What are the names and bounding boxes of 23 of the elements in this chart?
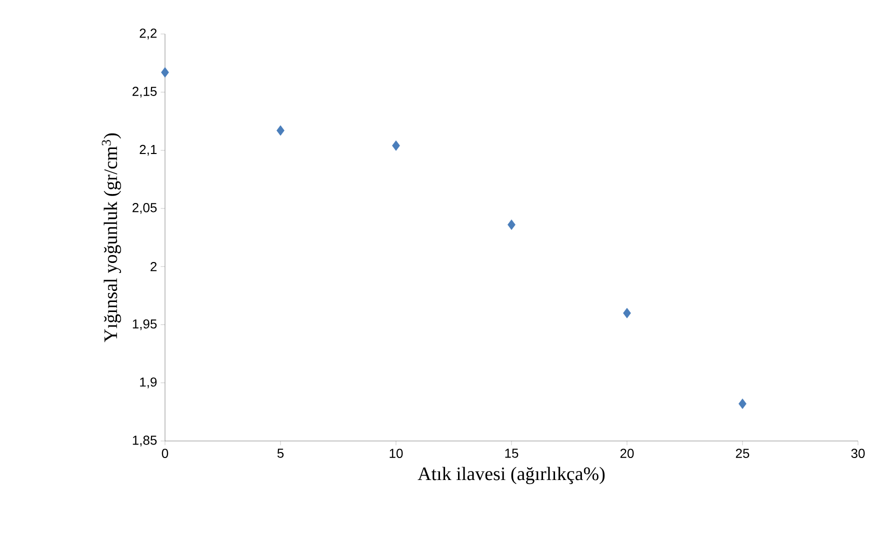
x-tick-label: 5 (277, 448, 284, 458)
point (161, 67, 169, 78)
x-tick-label: 30 (851, 448, 865, 458)
x-axis-title: Atık ilavesi (ağırlıkça%) (418, 466, 605, 484)
y-tick-label: 2 (150, 262, 157, 272)
x-tick-label: 25 (736, 448, 750, 458)
x-tick-label: 10 (390, 448, 403, 458)
y-axis-title: Yığınsal yoğunluk (gr/cm$^{3}$) (102, 133, 122, 342)
point (508, 220, 516, 230)
x-tick-label: 20 (620, 448, 634, 458)
y-tick-label: 2,1 (140, 144, 157, 156)
x-tick-label: 15 (505, 448, 518, 458)
point (738, 398, 746, 409)
y-tick-label: 1,95 (132, 319, 157, 330)
point (623, 308, 631, 318)
y-tick-label: 2,15 (132, 86, 157, 98)
y-tick-label: 1,9 (140, 377, 157, 388)
point (392, 140, 400, 151)
point (276, 125, 284, 136)
y-tick-label: 2,05 (132, 203, 157, 214)
y-tick-label: 2,2 (140, 28, 157, 40)
x-tick-label: 0 (162, 448, 168, 458)
y-tick-label: 1,85 (132, 436, 157, 446)
